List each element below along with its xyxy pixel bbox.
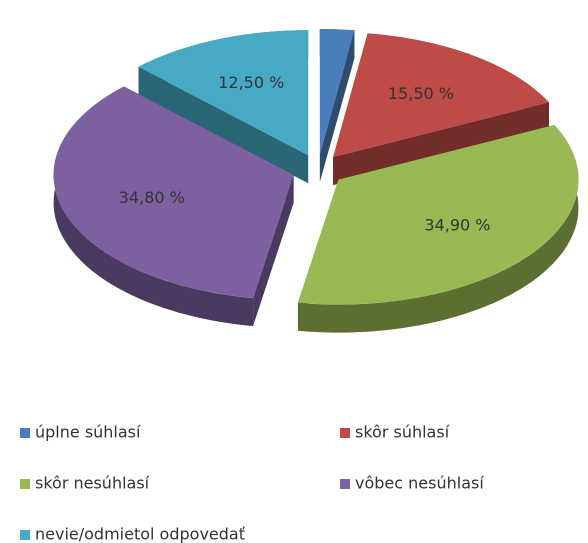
slice bbox=[53, 86, 294, 299]
slice bbox=[138, 30, 309, 156]
slice-side bbox=[298, 125, 579, 333]
slice-side bbox=[53, 86, 254, 327]
slice-wall bbox=[319, 30, 355, 183]
legend-swatch bbox=[20, 428, 30, 438]
slice-wall bbox=[333, 102, 549, 186]
slice-wall bbox=[138, 66, 309, 184]
slice-group bbox=[333, 33, 549, 186]
slice bbox=[297, 124, 579, 305]
slice-group bbox=[319, 29, 355, 183]
legend-swatch bbox=[340, 428, 350, 438]
slice-group bbox=[297, 124, 579, 333]
legend-label: skôr súhlasí bbox=[355, 423, 450, 442]
data-label: 15,50 % bbox=[388, 84, 454, 103]
data-label: 34,90 % bbox=[424, 216, 490, 235]
data-label: 34,80 % bbox=[119, 188, 185, 207]
slice-wall bbox=[253, 174, 294, 327]
legend-swatch bbox=[340, 479, 350, 489]
slice bbox=[333, 33, 549, 158]
legend-label: skôr nesúhlasí bbox=[35, 474, 150, 493]
legend-swatch bbox=[20, 530, 30, 540]
slice bbox=[319, 29, 355, 155]
legend-label: vôbec nesúhlasí bbox=[355, 474, 484, 493]
legend-label: úplne súhlasí bbox=[35, 423, 141, 442]
slice-group bbox=[138, 30, 309, 184]
legend-label: nevie/odmietol odpovedať bbox=[35, 525, 245, 543]
legend-swatch bbox=[20, 479, 30, 489]
slice-group bbox=[53, 86, 294, 327]
data-label: 12,50 % bbox=[218, 73, 284, 92]
